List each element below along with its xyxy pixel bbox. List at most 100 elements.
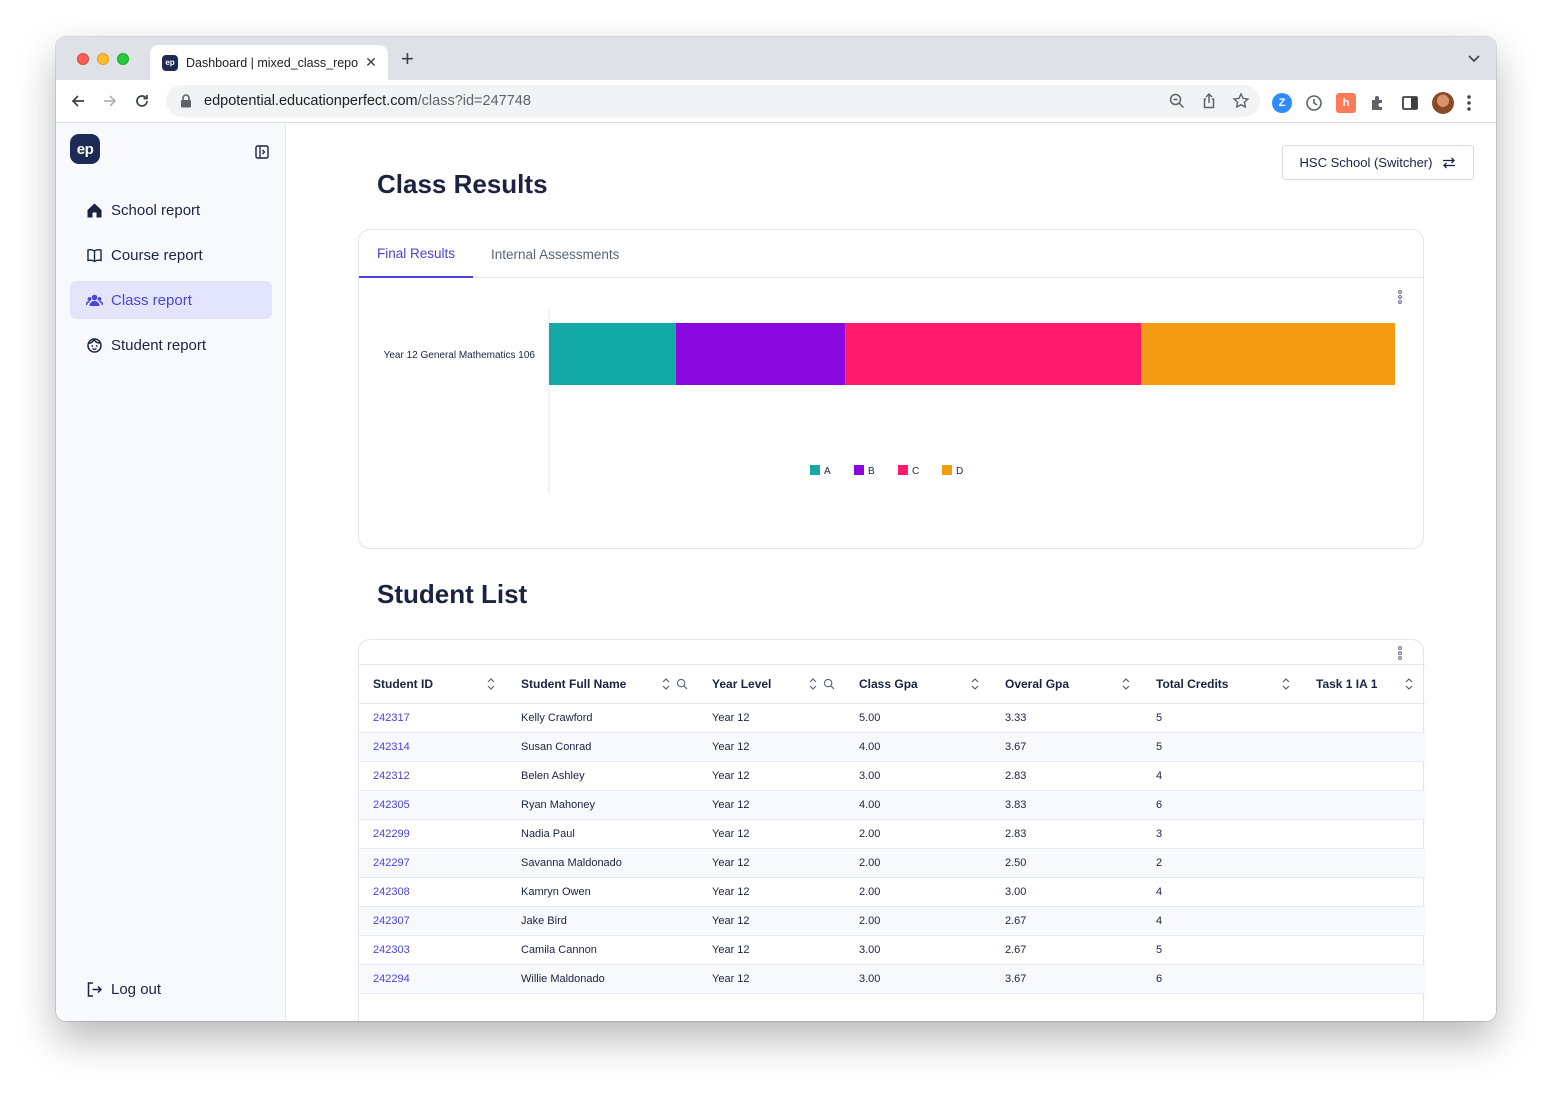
table-header-row: Student ID Student Full Name Year Level Cla… [359, 664, 1425, 704]
reload-icon[interactable] [133, 92, 151, 110]
student-id-link[interactable]: 242303 [359, 935, 507, 965]
chevron-down-icon[interactable] [1466, 50, 1482, 66]
bar-segment-b[interactable] [675, 323, 846, 385]
table-cell [1302, 935, 1425, 965]
bar-segment-a[interactable] [549, 323, 676, 385]
table-row[interactable]: 242314 Susan Conrad Year 12 4.00 3.67 5 [359, 732, 1425, 762]
zoom-extension-icon[interactable]: Z [1272, 93, 1292, 113]
sidebar-item-school-report[interactable]: School report [70, 191, 272, 229]
address-bar[interactable]: edpotential.educationperfect.com/class?i… [166, 85, 1260, 117]
table-row[interactable]: 242303 Camila Cannon Year 12 3.00 2.67 5 [359, 935, 1425, 965]
side-panel-icon[interactable] [1400, 93, 1420, 113]
table-cell: Year 12 [698, 906, 845, 936]
student-id-link[interactable]: 242312 [359, 761, 507, 791]
hubspot-extension-icon[interactable]: h [1336, 93, 1356, 113]
table-cell: 4.00 [845, 790, 991, 820]
collapse-sidebar-icon[interactable] [255, 145, 269, 159]
grade-distribution-chart: Year 12 General Mathematics 106 A B C D [384, 309, 1395, 494]
bookmark-star-icon[interactable] [1232, 92, 1250, 110]
table-menu-icon[interactable] [1397, 646, 1403, 660]
student-table: Student ID Student Full Name Year Level Cla… [359, 664, 1425, 994]
table-cell: Camila Cannon [507, 935, 698, 965]
sidebar-item-course-report[interactable]: Course report [70, 236, 272, 274]
ep-logo[interactable]: ep [70, 134, 100, 164]
bar-segment-d[interactable] [1141, 323, 1395, 385]
browser-toolbar: edpotential.educationperfect.com/class?i… [56, 80, 1496, 123]
column-header[interactable]: Class Gpa [845, 664, 991, 704]
minimize-window-button[interactable] [97, 53, 109, 65]
student-id-link[interactable]: 242305 [359, 790, 507, 820]
sidebar-item-student-report[interactable]: Student report [70, 326, 272, 364]
table-cell: 3.00 [991, 877, 1142, 907]
table-row[interactable]: 242312 Belen Ashley Year 12 3.00 2.83 4 [359, 761, 1425, 791]
table-row[interactable]: 242308 Kamryn Owen Year 12 2.00 3.00 4 [359, 877, 1425, 907]
sort-icon[interactable] [660, 677, 672, 691]
home-icon [87, 203, 102, 217]
table-row[interactable]: 242305 Ryan Mahoney Year 12 4.00 3.83 6 [359, 790, 1425, 820]
puzzle-extensions-icon[interactable] [1368, 93, 1388, 113]
table-cell: 3.67 [991, 964, 1142, 994]
table-cell: 3.00 [845, 964, 991, 994]
search-icon[interactable] [823, 677, 835, 691]
sidebar-item-label: School report [111, 201, 201, 219]
table-cell: 4.00 [845, 732, 991, 762]
sort-icon[interactable] [1403, 677, 1415, 691]
table-cell: 6 [1142, 964, 1302, 994]
back-icon[interactable] [69, 92, 87, 110]
tab-title: Dashboard | mixed_class_repo [186, 55, 358, 70]
column-header[interactable]: Overal Gpa [991, 664, 1142, 704]
table-body: 242317 Kelly Crawford Year 12 5.00 3.33 5 2423… [359, 703, 1425, 994]
table-cell: Jake Bird [507, 906, 698, 936]
table-cell [1302, 732, 1425, 762]
close-window-button[interactable] [77, 53, 89, 65]
student-id-link[interactable]: 242314 [359, 732, 507, 762]
clock-extension-icon[interactable] [1304, 93, 1324, 113]
forward-icon[interactable] [101, 92, 119, 110]
share-icon[interactable] [1200, 92, 1218, 110]
table-cell: Nadia Paul [507, 819, 698, 849]
chart-menu-icon[interactable] [1397, 290, 1403, 304]
table-cell: 2.83 [991, 761, 1142, 791]
table-row[interactable]: 242297 Savanna Maldonado Year 12 2.00 2.50 2 [359, 848, 1425, 878]
face-icon [87, 337, 102, 353]
logout-button[interactable]: Log out [70, 970, 272, 1008]
student-id-link[interactable]: 242297 [359, 848, 507, 878]
table-row[interactable]: 242317 Kelly Crawford Year 12 5.00 3.33 5 [359, 703, 1425, 733]
browser-tab[interactable]: ep Dashboard | mixed_class_repo ✕ [150, 45, 388, 80]
new-tab-icon[interactable]: + [401, 46, 414, 71]
sort-icon[interactable] [807, 677, 819, 691]
table-row[interactable]: 242299 Nadia Paul Year 12 2.00 2.83 3 [359, 819, 1425, 849]
legend-swatch [942, 465, 952, 475]
table-cell [1302, 906, 1425, 936]
student-id-link[interactable]: 242307 [359, 906, 507, 936]
column-header[interactable]: Task 1 IA 1 [1302, 664, 1425, 704]
student-id-link[interactable]: 242294 [359, 964, 507, 994]
student-list-title: Student List [377, 579, 528, 609]
sort-icon[interactable] [485, 677, 497, 691]
column-header[interactable]: Year Level [698, 664, 845, 704]
sidebar-item-class-report[interactable]: Class report [70, 281, 272, 319]
column-header-label: Total Credits [1156, 677, 1229, 691]
tab-internal-assessments[interactable]: Internal Assessments [491, 246, 620, 262]
column-header[interactable]: Student Full Name [507, 664, 698, 704]
bar-segment-c[interactable] [845, 323, 1142, 385]
school-switcher-button[interactable]: HSC School (Switcher) [1282, 145, 1474, 180]
zoom-icon[interactable] [1168, 92, 1186, 110]
sort-icon[interactable] [1120, 677, 1132, 691]
student-id-link[interactable]: 242299 [359, 819, 507, 849]
table-cell [1302, 761, 1425, 791]
column-header[interactable]: Student ID [359, 664, 507, 704]
column-header[interactable]: Total Credits [1142, 664, 1302, 704]
sort-icon[interactable] [969, 677, 981, 691]
sort-icon[interactable] [1280, 677, 1292, 691]
table-row[interactable]: 242307 Jake Bird Year 12 2.00 2.67 4 [359, 906, 1425, 936]
search-icon[interactable] [676, 677, 688, 691]
profile-avatar[interactable] [1432, 92, 1454, 114]
browser-menu-icon[interactable] [1466, 93, 1472, 113]
table-row[interactable]: 242294 Willie Maldonado Year 12 3.00 3.67 6 [359, 964, 1425, 994]
tab-final-results[interactable]: Final Results [359, 230, 474, 278]
maximize-window-button[interactable] [117, 53, 129, 65]
close-tab-icon[interactable]: ✕ [365, 54, 377, 70]
student-id-link[interactable]: 242317 [359, 703, 507, 733]
student-id-link[interactable]: 242308 [359, 877, 507, 907]
